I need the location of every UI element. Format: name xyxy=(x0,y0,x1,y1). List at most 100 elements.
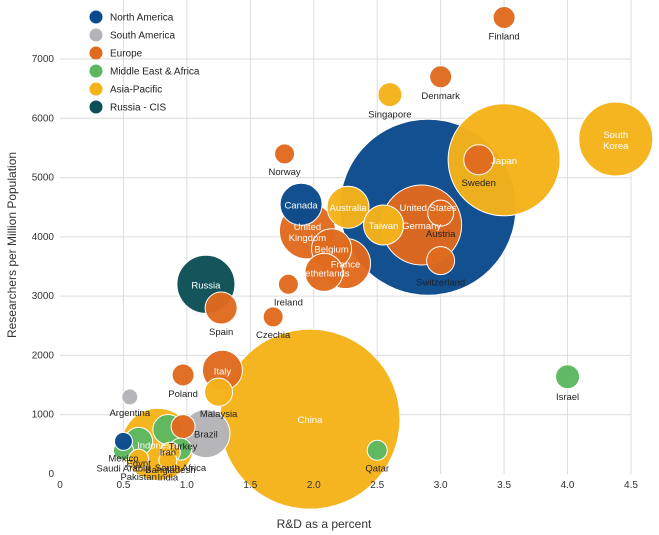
bubble-label: Qatar xyxy=(365,463,389,474)
bubble-label: Israel xyxy=(556,392,579,403)
bubble-label: Bangladesh xyxy=(145,465,195,476)
bubble-label: Denmark xyxy=(421,91,460,102)
bubble-label: Poland xyxy=(168,389,198,400)
bubble-japan xyxy=(447,103,561,217)
bubble-canada xyxy=(279,182,323,226)
bubble-label: Germany xyxy=(402,221,441,232)
bubble-layer xyxy=(112,6,654,510)
bubble-turkey xyxy=(170,414,196,440)
bubble-netherlands xyxy=(304,252,344,292)
bubble-switzerland xyxy=(426,246,456,276)
y-tick-label: 2000 xyxy=(32,350,55,361)
bubble-south-korea xyxy=(578,101,654,177)
bubble-label: China xyxy=(298,415,324,426)
bubble-pakistan xyxy=(128,448,150,470)
x-tick-label: 4.0 xyxy=(561,480,575,491)
legend-swatch xyxy=(89,28,103,42)
bubble-label: Argentina xyxy=(109,408,150,419)
bubble-austria xyxy=(427,199,455,227)
y-tick-label: 4000 xyxy=(32,232,55,243)
bubble-label: India xyxy=(158,472,179,483)
legend-label: South America xyxy=(110,31,175,42)
bubble-taiwan xyxy=(363,204,405,246)
bubble-label: Canada xyxy=(284,200,318,211)
bubble-label: Egypt xyxy=(127,458,152,469)
y-tick-label: 0 xyxy=(48,469,54,480)
bubble-label: Saudi Arabia xyxy=(97,463,152,474)
bubble-label: South Africa xyxy=(155,463,207,474)
bubble-label: Singapore xyxy=(368,110,411,121)
bubble-qatar xyxy=(366,439,388,461)
bubble-australia xyxy=(326,185,370,229)
bubble-label: Switzerland xyxy=(416,278,465,289)
bubble-label: Brazil xyxy=(194,430,218,441)
bubble-denmark xyxy=(429,65,453,89)
x-tick-label: 0 xyxy=(57,480,63,491)
bubble-czechia xyxy=(262,306,284,328)
y-tick-label: 5000 xyxy=(32,173,55,184)
bubble-label: Austria xyxy=(426,229,456,240)
legend-swatch xyxy=(89,82,103,96)
bubble-label: Pakistan xyxy=(120,472,156,483)
x-tick-label: 3.5 xyxy=(497,480,511,491)
bubble-label: Belgium xyxy=(314,245,348,256)
bubble-argentina xyxy=(121,388,139,406)
axes: 0 0.5 1.0 1.5 2.0 2.5 3.0 3.5 4.0 4.5 0 1000 2000 300… xyxy=(32,54,639,491)
bubble-label: France xyxy=(331,260,361,271)
legend-swatch xyxy=(89,10,103,24)
legend-label: Middle East & Africa xyxy=(110,67,200,78)
x-tick-label: 2.0 xyxy=(307,480,321,491)
bubble-ireland xyxy=(277,273,299,295)
bubble-mexico xyxy=(113,431,133,451)
legend-label: Russia - CIS xyxy=(110,103,166,114)
x-tick-label: 4.5 xyxy=(624,480,638,491)
bubble-label-layer: China United States Japan South Korea Germany… xyxy=(97,32,630,484)
bubble-label: Italy xyxy=(214,366,232,377)
x-tick-label: 0.5 xyxy=(116,480,130,491)
legend-swatch xyxy=(89,64,103,78)
bubble-label: Norway xyxy=(268,167,300,178)
bubble-india xyxy=(158,450,178,470)
y-tick-label: 1000 xyxy=(32,410,55,421)
bubble-label: Australia xyxy=(330,203,368,214)
bubble-label: Netherlands xyxy=(298,268,349,279)
bubble-label: Spain xyxy=(209,327,233,338)
bubble-label: Malaysia xyxy=(200,409,238,420)
bubble-poland xyxy=(171,363,195,387)
y-tick-label: 6000 xyxy=(32,113,55,124)
bubble-label: Sweden xyxy=(462,178,496,189)
bubble-label: Finland xyxy=(489,32,520,43)
bubble-label: Mexico xyxy=(108,453,138,464)
bubble-label: United States xyxy=(399,203,456,214)
bubble-malaysia xyxy=(204,377,234,407)
bubble-israel xyxy=(555,364,581,390)
legend-swatch xyxy=(89,46,103,60)
bubble-label: Iran xyxy=(160,448,176,459)
x-tick-label: 1.5 xyxy=(243,480,257,491)
y-axis-label: Researchers per Million Population xyxy=(5,152,19,338)
x-tick-label: 1.0 xyxy=(180,480,194,491)
bubble-label: United Kingdom xyxy=(289,222,327,244)
legend: North America South America Europe Middle E… xyxy=(89,10,200,114)
bubble-finland xyxy=(492,6,516,29)
x-tick-label: 2.5 xyxy=(370,480,384,491)
legend-label: North America xyxy=(110,13,174,24)
bubble-norway xyxy=(274,143,296,165)
x-tick-label: 3.0 xyxy=(434,480,448,491)
bubble-label: Turkey xyxy=(169,442,198,453)
bubble-label: Ireland xyxy=(274,297,303,308)
x-axis-label: R&D as a percent xyxy=(277,517,372,531)
bubble-label: Russia xyxy=(191,280,221,291)
bubble-label: Japan xyxy=(491,156,517,167)
legend-label: Europe xyxy=(110,49,143,60)
y-tick-label: 7000 xyxy=(32,54,55,65)
legend-swatch xyxy=(89,100,103,114)
legend-label: Asia-Pacific xyxy=(110,85,162,96)
bubble-label: Czechia xyxy=(256,330,291,341)
bubble-label: Taiwan xyxy=(369,221,399,232)
bubble-spain xyxy=(204,291,238,325)
y-tick-label: 3000 xyxy=(32,291,55,302)
bubble-singapore xyxy=(377,82,403,108)
bubble-label: Indonesia xyxy=(137,440,179,451)
